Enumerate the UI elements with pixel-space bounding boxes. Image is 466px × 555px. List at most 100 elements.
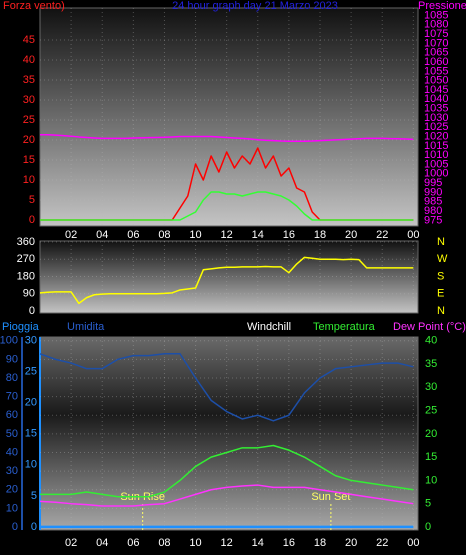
y-tick-label: 50	[6, 428, 18, 440]
x-tick-label: 14	[252, 537, 264, 549]
x-tick-label: 16	[283, 537, 295, 549]
legend-entry: Pioggia	[2, 321, 40, 333]
y2-tick-label: 1070	[424, 37, 448, 49]
series-line	[39, 353, 414, 422]
y-tick-label: 90	[23, 288, 35, 300]
series-line	[40, 133, 414, 142]
x-tick-label: 20	[345, 537, 357, 549]
y2-tick-label: W	[437, 253, 448, 265]
y-tick-label: 60	[6, 409, 18, 421]
y-tick-label: 80	[6, 372, 18, 384]
y-tick-label: 35	[23, 74, 35, 86]
y3-tick-label: 25	[25, 366, 37, 378]
y2-tick-label: 990	[424, 186, 442, 198]
legend-entry: Umidita	[67, 321, 105, 333]
y2-tick-label: 975	[424, 214, 442, 226]
y-tick-label: 0	[29, 214, 35, 226]
x-tick-label: 20	[345, 229, 357, 241]
x-tick-label: 12	[221, 229, 233, 241]
y2-tick-label: 20	[425, 428, 437, 440]
y-tick-label: 5	[29, 194, 35, 206]
x-tick-label: 04	[96, 537, 108, 549]
x-tick-label: 10	[189, 229, 201, 241]
panel-temperature	[39, 336, 419, 531]
y-tick-label: 20	[6, 484, 18, 496]
y-tick-label: 40	[23, 54, 35, 66]
y2-tick-label: 10	[425, 474, 437, 486]
y-tick-label: 20	[23, 134, 35, 146]
x-tick-label: 10	[189, 537, 201, 549]
y2-tick-label: 1010	[424, 149, 448, 161]
legend-entry: Dew Point (°C)	[393, 321, 466, 333]
x-tick-label: 18	[314, 537, 326, 549]
y2-tick-label: 1025	[424, 121, 448, 133]
series-line	[40, 191, 414, 221]
legend-entry: Temperatura	[313, 321, 376, 333]
series-line	[39, 484, 414, 507]
x-tick-label: 06	[127, 229, 139, 241]
y-tick-label: 25	[23, 114, 35, 126]
y2-tick-label: 1035	[424, 103, 448, 115]
y-tick-label: 0	[12, 521, 18, 533]
y2-tick-label: 980	[424, 205, 442, 217]
x-tick-label: 16	[283, 229, 295, 241]
y-tick-label: 90	[6, 353, 18, 365]
y-tick-label: 40	[6, 446, 18, 458]
y2-tick-label: 5	[425, 498, 431, 510]
y-tick-label: 0	[29, 305, 35, 317]
annotation: Sun Set	[311, 491, 350, 503]
y2-tick-label: 1080	[424, 19, 448, 31]
y3-tick-label: 10	[25, 459, 37, 471]
panel-direction	[39, 240, 419, 314]
y-tick-label: 70	[6, 391, 18, 403]
x-tick-label: 02	[65, 537, 77, 549]
y2-tick-label: 1055	[424, 65, 448, 77]
y-tick-label: 100	[0, 335, 18, 347]
y-tick-label: 30	[23, 94, 35, 106]
x-tick-label: 14	[252, 229, 264, 241]
y2-tick-label: N	[437, 236, 445, 248]
y2-tick-label: 1000	[424, 168, 448, 180]
y3-tick-label: 5	[31, 490, 37, 502]
y2-tick-label: N	[437, 305, 445, 317]
x-tick-label: 12	[221, 537, 233, 549]
y2-tick-label: 1015	[424, 140, 448, 152]
series-line	[40, 444, 414, 498]
panel-wind	[39, 7, 419, 227]
chart-title: 24 hour graph day 21 Marzo 2023	[172, 0, 338, 12]
y3-tick-label: 0	[31, 521, 37, 533]
y3-tick-label: 30	[25, 335, 37, 347]
y2-tick-label: 995	[424, 177, 442, 189]
x-tick-label: 08	[158, 537, 170, 549]
y2-tick-label: 15	[425, 451, 437, 463]
y2-tick-label: 1005	[424, 158, 448, 170]
y2-tick-label: 1045	[424, 84, 448, 96]
y-tick-label: 10	[23, 174, 35, 186]
y-tick-label: 45	[23, 34, 35, 46]
x-tick-label: 18	[314, 229, 326, 241]
y2-tick-label: 30	[425, 381, 437, 393]
series-line	[39, 256, 414, 305]
y2-tick-label: 1030	[424, 112, 448, 124]
y-tick-label: 270	[17, 253, 35, 265]
y2-tick-label: 1020	[424, 130, 448, 142]
y-tick-label: 10	[6, 502, 18, 514]
y2-tick-label: E	[437, 288, 444, 300]
y-axis-title: Forza vento)	[3, 0, 65, 12]
y2-tick-label: 1065	[424, 47, 448, 59]
y2-tick-label: 985	[424, 196, 442, 208]
x-tick-label: 02	[65, 229, 77, 241]
y2-tick-label: 1075	[424, 28, 448, 40]
y-tick-label: 180	[17, 270, 35, 282]
y2-tick-label: 40	[425, 335, 437, 347]
legend-windchill: Windchill	[247, 321, 291, 333]
y2-tick-label: 35	[425, 358, 437, 370]
y-tick-label: 30	[6, 465, 18, 477]
y2-tick-label: 1040	[424, 93, 448, 105]
y2-tick-label: 1050	[424, 75, 448, 87]
y2-tick-label: 1085	[424, 9, 448, 21]
y-tick-label: 15	[23, 154, 35, 166]
x-tick-label: 06	[127, 537, 139, 549]
y2-tick-label: 25	[425, 404, 437, 416]
